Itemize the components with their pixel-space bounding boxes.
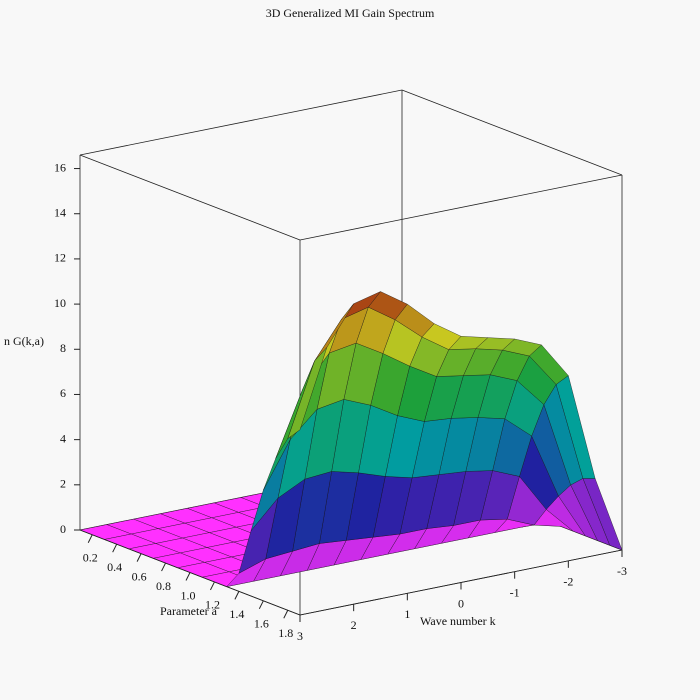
box-edge: [79, 154, 301, 241]
y-tick-label: 1.0: [181, 588, 196, 602]
x-tick-label: 0: [458, 596, 464, 610]
y-tick: [209, 581, 215, 591]
z-tick-label: 8: [60, 341, 66, 355]
y-tick-label: 0.4: [107, 560, 122, 574]
x-tick-label: -1: [510, 585, 520, 599]
box-edge: [79, 89, 403, 156]
z-tick-label: 10: [54, 296, 66, 310]
y-tick: [112, 543, 118, 553]
y-tick: [185, 572, 191, 581]
z-tick-label: 14: [54, 205, 66, 219]
box-edge: [299, 549, 623, 616]
y-tick-label: 1.4: [229, 607, 244, 621]
y-tick: [161, 562, 167, 572]
y-tick-label: 1.2: [205, 598, 220, 612]
z-tick-label: 4: [60, 431, 66, 445]
z-tick-label: 12: [54, 251, 66, 265]
y-tick-label: 1.8: [278, 626, 293, 640]
box-edge: [401, 89, 623, 176]
y-tick-label: 0.6: [132, 569, 147, 583]
surface-patch: [287, 347, 328, 440]
x-tick-label: 1: [404, 607, 410, 621]
z-tick-label: 0: [60, 522, 66, 536]
y-tick: [87, 534, 93, 543]
x-tick-label: -2: [563, 575, 573, 589]
z-tick-label: 16: [54, 160, 66, 174]
box-edge: [299, 174, 623, 241]
y-tick: [283, 610, 289, 619]
y-tick-label: 1.6: [254, 617, 269, 631]
y-tick: [258, 600, 264, 610]
chart-title: 3D Generalized MI Gain Spectrum: [266, 6, 435, 20]
z-tick-label: 6: [60, 386, 66, 400]
z-tick-label: 2: [60, 477, 66, 491]
x-tick-label: 2: [351, 618, 357, 632]
z-axis-label: n G(k,a): [4, 334, 44, 348]
y-tick: [234, 591, 240, 600]
y-axis-label: Parameter a: [160, 604, 218, 618]
x-tick-label: -3: [617, 564, 627, 578]
box-edge: [79, 529, 301, 616]
x-axis-label: Wave number k: [420, 614, 496, 628]
y-tick-label: 0.8: [156, 579, 171, 593]
y-tick-label: 0.2: [83, 550, 98, 564]
y-tick: [136, 553, 142, 562]
x-tick-label: 3: [297, 629, 303, 643]
